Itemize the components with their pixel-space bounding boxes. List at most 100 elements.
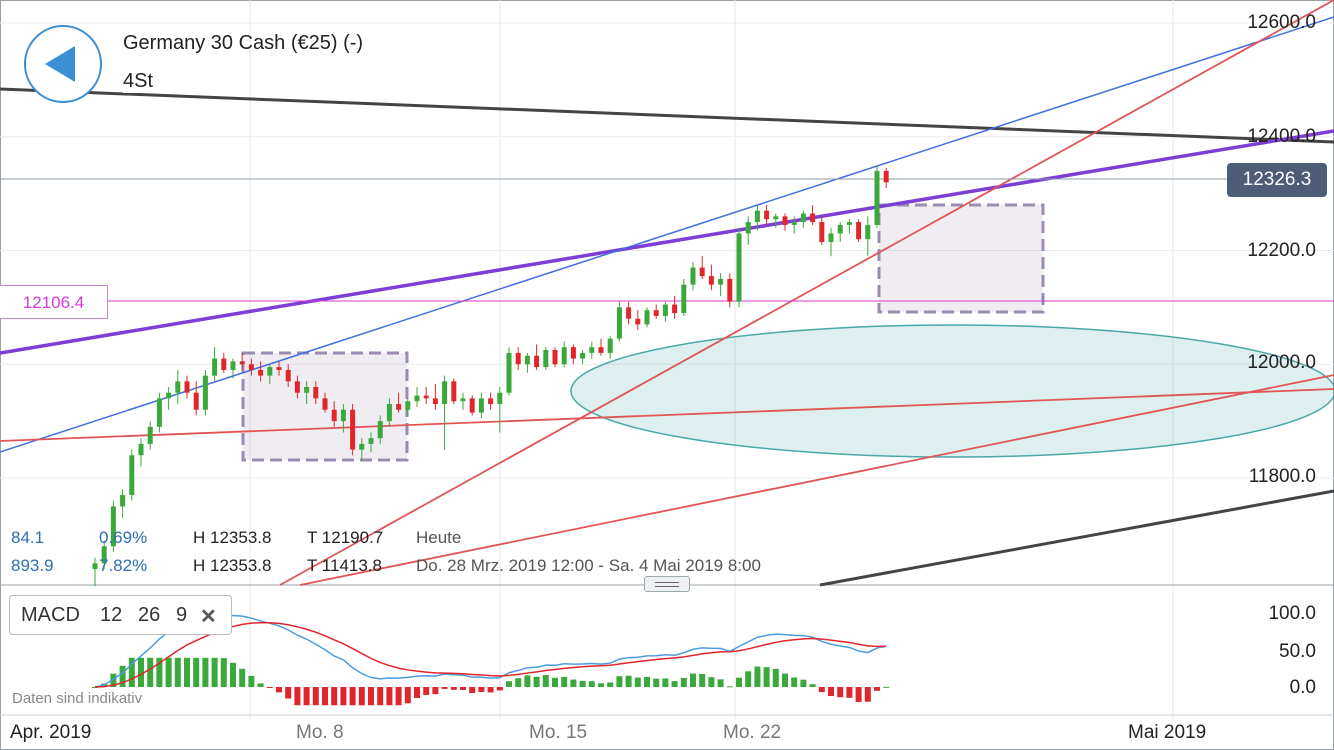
candle-body <box>451 381 457 402</box>
trendline-dark-upper <box>0 87 1334 144</box>
y-tick-11800: 11800.0 <box>1248 466 1316 487</box>
candle-body <box>304 387 310 393</box>
macd-histogram-bar <box>174 657 181 687</box>
candle-body <box>837 224 843 234</box>
candle-body <box>506 352 512 393</box>
stat-row2-low: T 11413.8 <box>307 556 382 575</box>
macd-histogram-bar <box>598 683 604 687</box>
candle-body <box>865 224 871 240</box>
macd-histogram-bar <box>828 687 834 697</box>
macd-histogram-bar <box>211 657 218 687</box>
macd-histogram-bar <box>414 687 420 698</box>
macd-histogram-bar <box>855 687 862 702</box>
candle-body <box>828 233 834 242</box>
candle-body <box>699 267 705 277</box>
candle-body <box>313 387 319 399</box>
macd-histogram-bar <box>156 657 163 687</box>
candle-body <box>110 506 116 547</box>
macd-indicator-box[interactable]: MACD 12 26 9 ✕ <box>9 595 232 635</box>
timeframe-label[interactable]: 4St <box>123 70 158 93</box>
macd-histogram-bar <box>404 687 411 704</box>
macd-histogram-bar <box>92 687 98 688</box>
macd-histogram-bar <box>276 687 282 693</box>
trendline-dark-lower <box>819 489 1334 587</box>
macd-histogram-bar <box>588 681 595 687</box>
back-button[interactable] <box>24 25 102 103</box>
candle-body <box>442 381 448 405</box>
macd-histogram-bar <box>708 677 715 687</box>
candle-body <box>819 222 825 242</box>
candle-body <box>653 310 659 316</box>
macd-histogram-bar <box>128 657 135 687</box>
macd-histogram-bar <box>763 667 770 687</box>
candle-body <box>212 358 218 376</box>
candle-body <box>810 213 816 223</box>
panel-resize-handle[interactable] <box>644 576 690 592</box>
macd-histogram-bar <box>690 673 696 687</box>
macd-histogram-bar <box>671 681 678 687</box>
horizontal-line-tag[interactable]: 12106.4 <box>0 285 108 319</box>
macd-histogram-bar <box>322 687 328 706</box>
candle-body <box>561 347 567 365</box>
candle-body <box>101 546 107 564</box>
macd-histogram-bar <box>496 687 503 691</box>
macd-histogram-bar <box>368 687 374 706</box>
candle-body <box>202 375 208 410</box>
candle-body <box>764 210 770 220</box>
candle-body <box>138 443 144 456</box>
stat-row2-label: Do. 28 Mrz. 2019 12:00 - Sa. 4 Mai 2019 … <box>416 556 761 575</box>
candle-body <box>322 398 328 410</box>
macd-histogram-bar <box>423 687 430 695</box>
macd-histogram-bar <box>699 673 706 687</box>
macd-histogram-bar <box>662 678 669 687</box>
candle-body <box>377 421 383 439</box>
macd-histogram-bar <box>358 687 365 706</box>
candle-body <box>589 347 595 353</box>
x-tick-mai: Mai 2019 <box>1128 722 1207 744</box>
back-arrow-icon <box>45 46 75 82</box>
macd-histogram-bar <box>634 677 641 687</box>
candle-body <box>690 267 696 285</box>
candle-body <box>359 443 365 450</box>
candle-body <box>166 392 172 399</box>
candle-body <box>156 398 162 427</box>
candle-body <box>294 381 300 393</box>
candle-body <box>543 350 549 368</box>
candle-body <box>120 495 126 507</box>
candle-body <box>782 216 788 225</box>
candle-body <box>524 355 530 365</box>
candle-body <box>791 222 797 225</box>
x-tick-mo8: Mo. 8 <box>296 722 344 743</box>
candle-body <box>635 318 641 325</box>
candle-body <box>469 398 475 413</box>
macd-name: MACD <box>21 604 80 626</box>
macd-histogram-bar <box>506 681 512 687</box>
macd-histogram-bar <box>312 687 319 706</box>
stat-row1-low: T 12190.7 <box>307 528 384 547</box>
trendline-purple <box>0 129 1334 355</box>
macd-histogram-bar <box>257 683 264 687</box>
candle-body <box>800 213 806 223</box>
candle-body <box>718 278 724 285</box>
candle-body <box>423 395 429 399</box>
macd-histogram-bar <box>644 676 650 687</box>
candle-body <box>386 404 392 422</box>
macd-close-icon[interactable]: ✕ <box>200 606 217 628</box>
trendline-red-steep <box>279 0 1334 586</box>
x-tick-apr: Apr. 2019 <box>10 722 92 744</box>
macd-histogram-bar <box>395 687 402 706</box>
macd-histogram-bar <box>441 687 448 689</box>
macd-histogram-bar <box>837 687 844 698</box>
macd-histogram-bar <box>653 678 660 687</box>
macd-histogram-bar <box>561 676 568 687</box>
candle-body <box>616 307 622 339</box>
macd-histogram-bar <box>487 687 494 693</box>
macd-histogram-bar <box>266 687 273 688</box>
candle-body <box>488 398 494 405</box>
macd-histogram-bar <box>791 677 798 687</box>
candle-body <box>175 381 181 393</box>
candle-body <box>874 170 880 225</box>
macd-histogram-bar <box>754 666 761 687</box>
macd-histogram-bar <box>147 657 154 687</box>
